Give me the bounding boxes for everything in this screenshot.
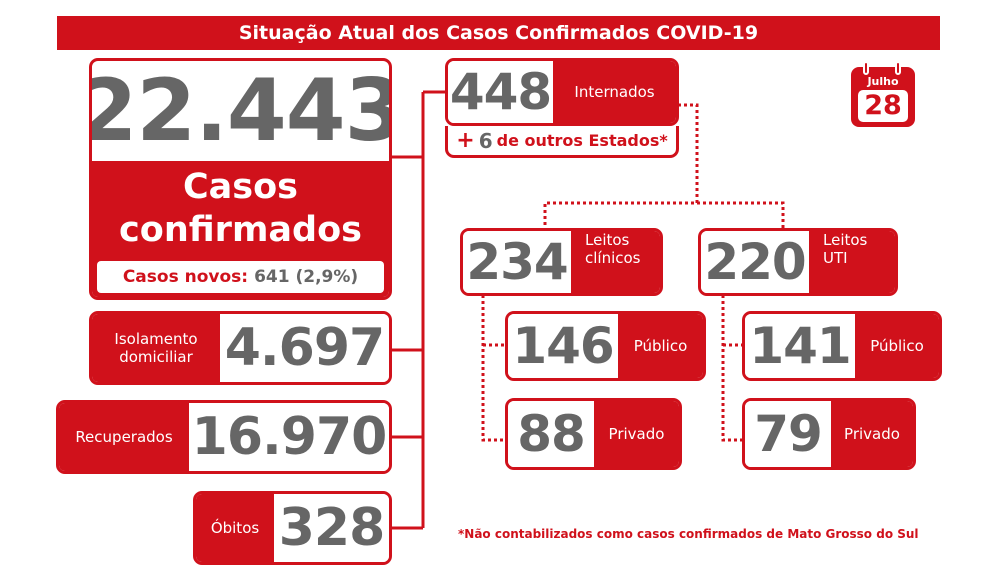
icu-beds-card: 220 Leitos UTI: [698, 228, 898, 296]
clinical-private-card: 88 Privado: [505, 398, 682, 470]
icu-public-card: 141 Público: [742, 311, 942, 381]
plus-icon: +: [456, 128, 475, 153]
clinical-beds-label: Leitos clínicos: [571, 231, 660, 293]
calendar-icon: Julho 28: [851, 61, 915, 127]
icu-public-label: Público: [855, 314, 939, 378]
deaths-label: Óbitos: [196, 494, 274, 562]
icu-beds-value: 220: [701, 231, 809, 293]
other-states-row: + 6 de outros Estados*: [445, 126, 679, 158]
clinical-beds-value: 234: [463, 231, 571, 293]
isolation-value: 4.697: [220, 314, 389, 382]
footnote: *Não contabilizados como casos confirmad…: [458, 527, 919, 541]
icu-beds-label: Leitos UTI: [809, 231, 895, 293]
clinical-beds-label-line2: clínicos: [585, 249, 641, 267]
isolation-label-line1: Isolamento: [114, 330, 198, 348]
icu-private-value: 79: [745, 401, 831, 467]
clinical-private-label: Privado: [594, 401, 679, 467]
deaths-value: 328: [274, 494, 389, 562]
clinical-public-card: 146 Público: [505, 311, 706, 381]
recovered-card: Recuperados 16.970: [56, 400, 392, 474]
new-cases-value: 641 (2,9%): [254, 267, 359, 287]
calendar-day: 28: [858, 90, 908, 122]
hospitalized-value: 448: [448, 61, 553, 123]
isolation-label-line2: domiciliar: [119, 348, 193, 366]
clinical-beds-card: 234 Leitos clínicos: [460, 228, 663, 296]
deaths-card: Óbitos 328: [193, 491, 392, 565]
confirmed-label-line1: Casos: [182, 167, 298, 207]
clinical-public-value: 146: [508, 314, 618, 378]
recovered-label: Recuperados: [59, 403, 189, 471]
icu-private-label: Privado: [831, 401, 913, 467]
clinical-public-label: Público: [618, 314, 703, 378]
confirmed-cases-card: 22.443 Casos confirmados Casos novos: 64…: [89, 58, 392, 300]
other-states-value: 6: [478, 128, 493, 153]
clinical-private-value: 88: [508, 401, 594, 467]
hospitalized-label: Internados: [553, 61, 676, 123]
recovered-value: 16.970: [189, 403, 389, 471]
clinical-beds-label-line1: Leitos: [585, 231, 630, 249]
isolation-card: Isolamento domiciliar 4.697: [89, 311, 392, 385]
icu-beds-label-line1: Leitos: [823, 231, 868, 249]
new-cases-row: Casos novos: 641 (2,9%): [97, 261, 384, 293]
confirmed-label-line2: confirmados: [119, 210, 362, 250]
confirmed-total: 22.443: [89, 61, 392, 161]
new-cases-label: Casos novos:: [122, 267, 249, 287]
icu-beds-label-line2: UTI: [823, 249, 848, 267]
other-states-label: de outros Estados*: [496, 131, 668, 150]
hospitalized-card: 448 Internados: [445, 58, 679, 126]
icu-public-value: 141: [745, 314, 855, 378]
icu-private-card: 79 Privado: [742, 398, 916, 470]
isolation-label: Isolamento domiciliar: [92, 314, 220, 382]
calendar-month: Julho: [867, 75, 899, 88]
page-title: Situação Atual dos Casos Confirmados COV…: [57, 16, 940, 50]
